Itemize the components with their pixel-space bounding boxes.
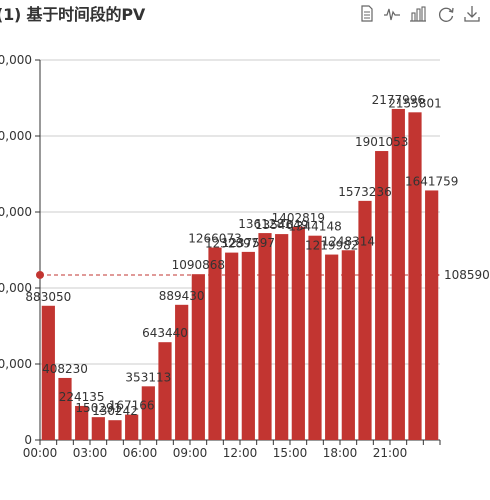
data-label: 883050: [25, 290, 71, 304]
data-label: 1344148: [288, 220, 341, 234]
data-label: 1090868: [172, 258, 225, 272]
x-tick-label: 03:00: [73, 446, 108, 460]
bar: [75, 405, 89, 440]
x-tick-label: 09:00: [173, 446, 208, 460]
data-view-icon[interactable]: [359, 5, 375, 23]
average-line-arrow: [432, 270, 440, 279]
data-label: 2155801: [388, 96, 441, 110]
y-tick-label: 1,500,000: [0, 205, 32, 219]
chart-title: (1) 基于时间段的PV: [0, 5, 146, 24]
x-tick-label: 00:00: [23, 446, 58, 460]
data-label: 643440: [142, 326, 188, 340]
data-label: 408230: [42, 362, 88, 376]
bar: [58, 377, 72, 440]
y-tick-label: 0: [24, 433, 32, 447]
bar: [291, 226, 305, 440]
data-label: 1361281: [238, 217, 291, 231]
data-label: 2177996: [372, 93, 425, 107]
x-tick-label: 15:00: [273, 446, 308, 460]
data-label: 1641759: [405, 174, 458, 188]
bar: [158, 342, 172, 440]
x-tick-label: 21:00: [373, 446, 408, 460]
bar: [258, 233, 272, 440]
bar: [308, 235, 322, 440]
y-tick-label: 500,000: [0, 357, 32, 371]
bar: [275, 234, 289, 440]
bar: [108, 420, 122, 440]
x-tick-label: 18:00: [323, 446, 358, 460]
bar: [225, 252, 239, 440]
line-chart-icon[interactable]: [383, 5, 401, 23]
bar: [141, 386, 155, 440]
data-label: 1901053: [355, 135, 408, 149]
data-label: 1237597: [222, 236, 275, 250]
bar-chart-icon[interactable]: [409, 5, 427, 23]
data-label: 1248314: [322, 234, 375, 248]
data-label: 150291: [75, 401, 121, 415]
bar: [241, 251, 255, 440]
data-label: 1266073: [188, 232, 241, 246]
bar: [175, 304, 189, 440]
save-as-image-icon[interactable]: [463, 5, 481, 23]
data-label: 1219982: [305, 239, 358, 253]
average-line-start-marker: [36, 270, 44, 279]
bar: [325, 254, 339, 440]
data-label: 889430: [159, 289, 205, 303]
bar: [191, 274, 205, 440]
bar: [125, 414, 139, 440]
data-label: 1573236: [338, 185, 391, 199]
bar: [358, 200, 372, 440]
bar: [408, 112, 422, 441]
restore-icon[interactable]: [437, 5, 455, 23]
bar: [375, 151, 389, 440]
bar: [341, 250, 355, 440]
x-tick-label: 06:00: [123, 446, 158, 460]
data-label: 224135: [59, 390, 105, 404]
bar: [41, 305, 55, 440]
data-label: 1232897: [205, 237, 258, 251]
x-tick-label: 12:00: [223, 446, 258, 460]
data-label: 1402819: [272, 211, 325, 225]
y-tick-label: 1,000,000: [0, 281, 32, 295]
bar: [425, 190, 439, 440]
data-label: 353113: [125, 370, 171, 384]
y-tick-label: 2,000,000: [0, 129, 32, 143]
bar: [91, 417, 105, 440]
data-label: 130242: [92, 404, 138, 418]
data-label: 167166: [109, 399, 155, 413]
data-label: 1354649: [255, 218, 308, 232]
bar: [208, 247, 222, 440]
y-tick-label: 2,500,000: [0, 53, 32, 67]
